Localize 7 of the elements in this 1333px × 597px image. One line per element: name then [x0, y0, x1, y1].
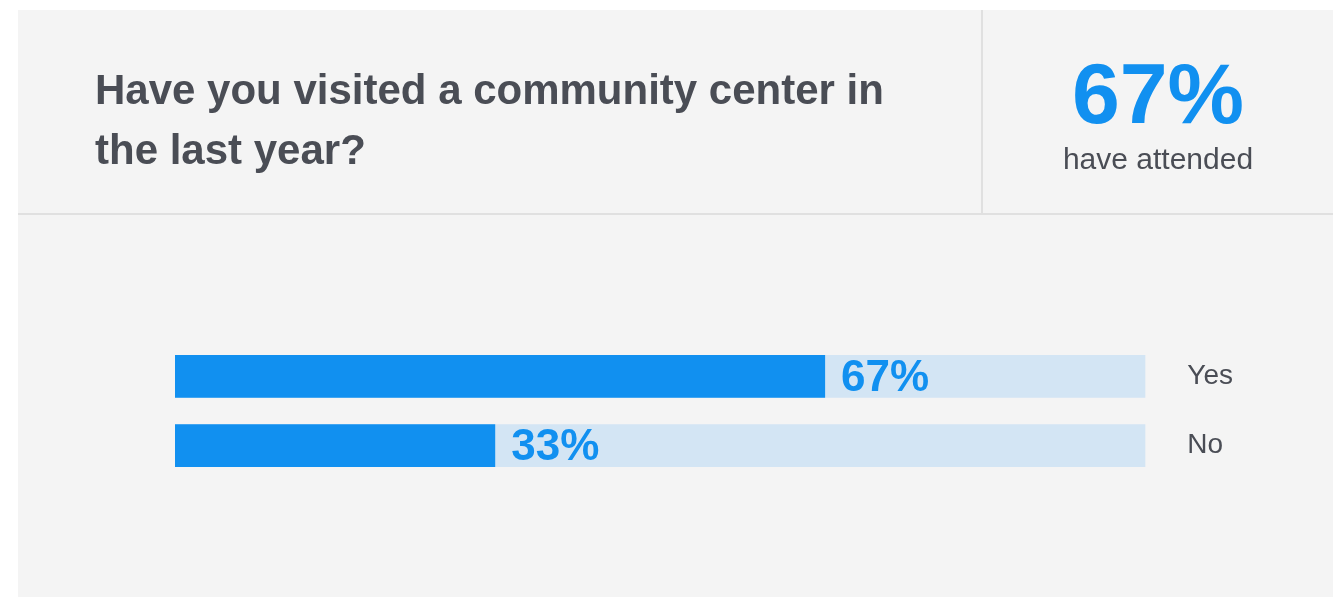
- data-label: 67%: [841, 350, 930, 400]
- chart-title: Have you visited a community center in the last year?: [95, 65, 885, 175]
- y-tick-label: No: [1187, 428, 1224, 460]
- y-tick-label: Yes: [1187, 359, 1234, 391]
- text: have attended: [1061, 141, 1255, 177]
- text: 67%: [1070, 45, 1246, 141]
- data-label: 33%: [511, 419, 600, 469]
